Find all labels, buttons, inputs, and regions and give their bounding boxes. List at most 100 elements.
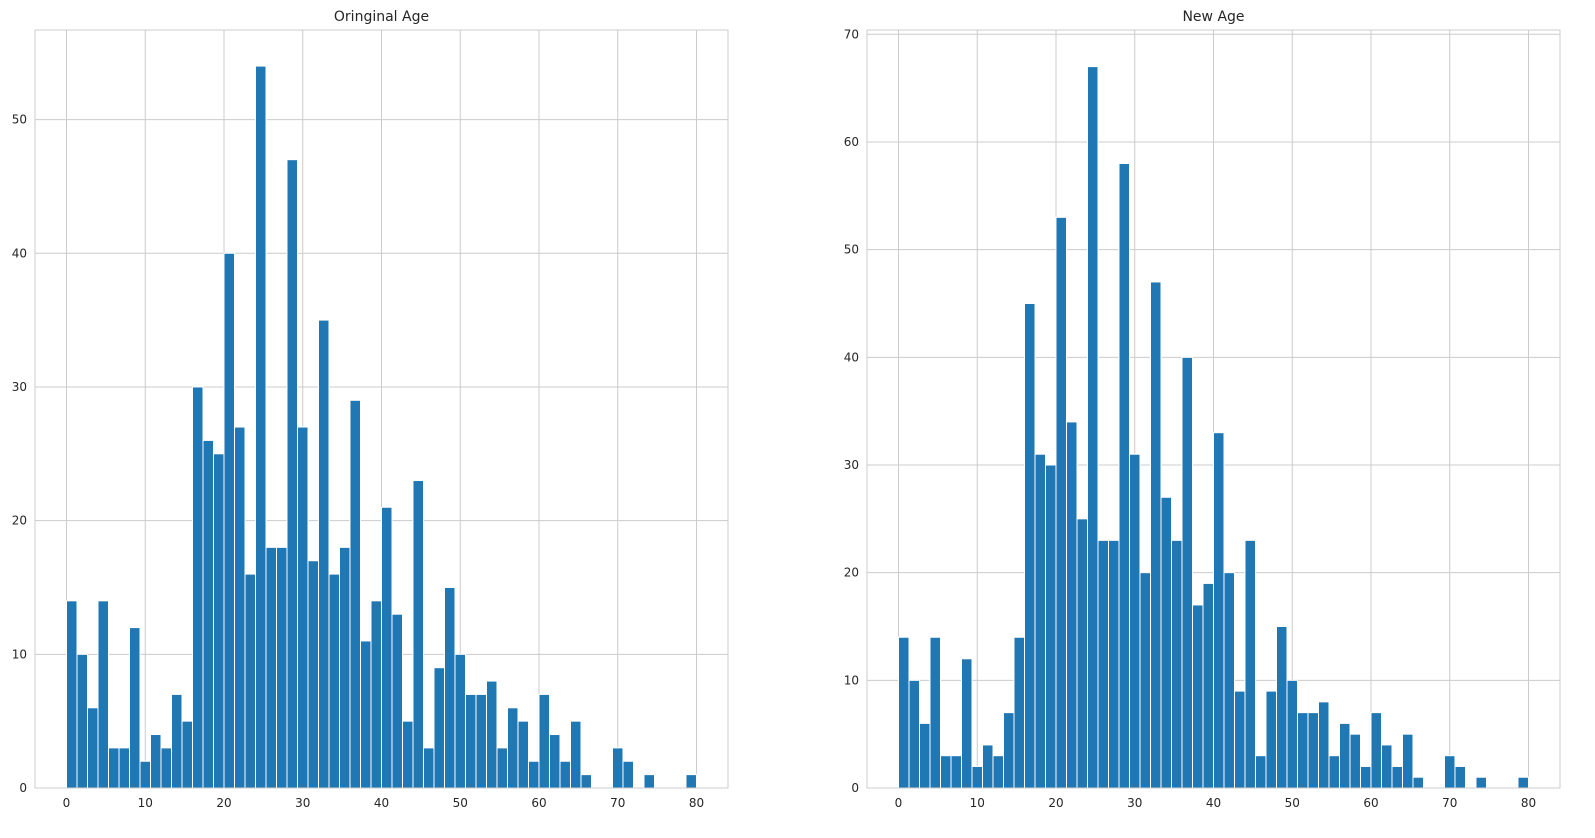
histogram-bar [212, 453, 225, 789]
histogram-bar [1328, 755, 1340, 789]
histogram-bar [1128, 453, 1141, 789]
histogram-bar [950, 755, 962, 789]
histogram-bar [1223, 572, 1235, 789]
histogram-bar [265, 546, 277, 789]
x-tick-label: 40 [1206, 796, 1221, 810]
x-tick-labels-original-age: 0 10 20 30 40 50 60 70 80 [63, 796, 704, 810]
histogram-bar [1265, 690, 1277, 789]
x-tick-label: 10 [138, 796, 153, 810]
histogram-bar [1317, 701, 1330, 789]
histogram-bar [328, 573, 340, 789]
histogram-bar [1233, 690, 1246, 789]
x-tick-label: 30 [295, 796, 310, 810]
histogram-bar [1391, 765, 1403, 789]
axes-frame-original-age [34, 29, 729, 789]
histogram-bar [1254, 755, 1267, 789]
histogram-bar [1181, 356, 1193, 789]
histogram-bar [1443, 755, 1456, 789]
histogram-bar [685, 774, 697, 789]
histogram-bar [349, 399, 361, 789]
x-tick-label: 50 [1285, 796, 1300, 810]
x-tick-label: 70 [1442, 796, 1457, 810]
histogram-bar [202, 439, 214, 789]
y-tick-label: 10 [12, 647, 27, 661]
histogram-bar [454, 653, 466, 789]
x-tick-label: 30 [1127, 796, 1142, 810]
histogram-bar [170, 693, 183, 789]
histogram-bar [86, 707, 99, 789]
histogram-bar [1202, 582, 1214, 789]
y-tick-label: 0 [851, 781, 859, 795]
histogram-bar [1370, 712, 1382, 789]
x-tick-label: 40 [374, 796, 389, 810]
histogram-bar [548, 734, 561, 789]
histogram-bar [1055, 216, 1067, 789]
histogram-bar [1034, 453, 1046, 789]
histogram-bar [307, 560, 319, 789]
histogram-bar [233, 426, 246, 789]
histogram-bar [929, 636, 941, 789]
y-tick-label: 20 [844, 566, 859, 580]
histogram-bar [939, 755, 952, 789]
y-tick-label: 30 [12, 380, 27, 394]
histogram-bar [496, 747, 508, 789]
y-tick-label: 50 [844, 243, 859, 257]
histogram-bar [1349, 733, 1361, 789]
histogram-bar [908, 679, 920, 789]
histogram-bar [1475, 776, 1487, 789]
histogram-bar [1160, 496, 1172, 789]
histogram-bar [1107, 539, 1120, 789]
histogram-bar [1359, 765, 1372, 789]
histogram-bar [422, 747, 435, 789]
histogram-bar [181, 720, 193, 789]
histogram-bar [992, 755, 1004, 789]
x-tick-label: 60 [1363, 796, 1378, 810]
histogram-bar [1212, 432, 1225, 789]
histogram-bar [97, 600, 109, 789]
y-tick-label: 60 [844, 135, 859, 149]
histogram-bar [475, 693, 487, 789]
y-tick-label: 40 [12, 246, 27, 260]
histogram-bar [391, 613, 403, 789]
chart-title-original-age: Oringinal Age [334, 9, 429, 25]
histogram-bar [971, 765, 983, 789]
histogram-bar [1170, 539, 1183, 789]
y-tick-label: 20 [12, 514, 27, 528]
histogram-bar [1401, 733, 1414, 789]
histogram-bar [244, 573, 256, 789]
histogram-bar [1065, 421, 1078, 789]
histogram-bar [76, 653, 88, 789]
y-tick-label: 50 [12, 113, 27, 127]
histogram-bar [370, 600, 382, 789]
histogram-bar [559, 760, 571, 789]
histogram-bar [643, 774, 655, 789]
histogram-bar [433, 667, 445, 789]
histogram-bar [275, 546, 288, 789]
histogram-bar [1097, 539, 1109, 789]
bars-new-age [898, 66, 1529, 789]
x-tick-labels-new-age: 0 10 20 30 40 50 60 70 80 [895, 796, 1536, 810]
histogram-bar [1338, 722, 1351, 789]
histogram-bar [160, 747, 172, 789]
histogram-bar [149, 734, 162, 789]
histogram-bar [1076, 518, 1088, 789]
x-tick-label: 0 [63, 796, 71, 810]
histogram-bar [380, 506, 393, 789]
histogram-bar [1380, 744, 1393, 789]
histogram-bar [118, 747, 130, 789]
histogram-bar [464, 693, 477, 789]
gridlines-original-age [35, 30, 728, 789]
histogram-bar [517, 720, 529, 789]
histogram-bar [443, 586, 456, 789]
histogram-bar [1517, 776, 1529, 789]
histogram-bar [223, 252, 235, 789]
x-tick-label: 50 [453, 796, 468, 810]
histogram-bar [412, 480, 424, 789]
histogram-bar [317, 319, 330, 789]
histogram-bar [107, 747, 120, 789]
histogram-bar [191, 386, 204, 789]
histogram-bar [296, 426, 309, 789]
axes-frame-new-age [866, 29, 1561, 789]
histogram-bar [1013, 636, 1025, 789]
